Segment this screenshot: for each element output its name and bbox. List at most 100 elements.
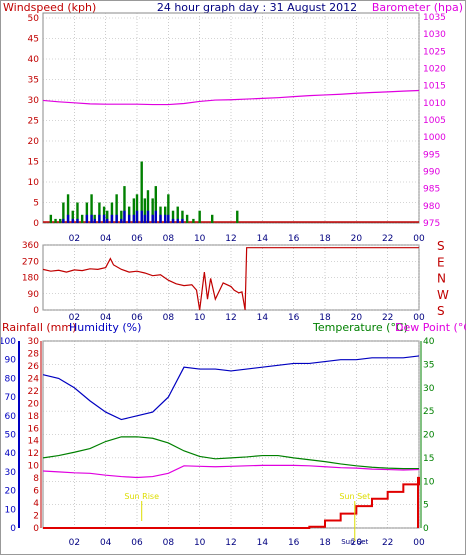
p3-x-tick-label: 20 [351, 538, 363, 548]
wind-avg-bar [181, 218, 184, 223]
baro-y-tick-label: 975 [423, 219, 440, 229]
wind-gust-bar [181, 210, 184, 223]
temp-y-tick-label: 25 [423, 407, 434, 417]
wind-gust-bar [146, 190, 150, 223]
p2-x-tick-label: 10 [194, 313, 206, 323]
wind-avg-bar [66, 214, 70, 223]
rain-y-tick-label: 12 [28, 449, 39, 459]
rain-y-tick-label: 26 [28, 362, 40, 372]
p1-x-tick-label: 22 [382, 234, 393, 244]
baro-y-tick-label: 990 [423, 168, 440, 178]
humidity-line [42, 355, 420, 421]
p1-x-tick-label: 00 [413, 234, 425, 244]
wind-avg-bar [132, 214, 136, 223]
baro-y-tick-label: 985 [423, 185, 440, 195]
direction-y-tick-label: 180 [22, 274, 39, 284]
temp-y-tick-label: 35 [423, 360, 434, 370]
wind-avg-bar [62, 218, 65, 223]
wind-avg-bar [115, 214, 118, 223]
baro-y-tick-label: 1005 [423, 116, 446, 126]
humidity-y-tick-label: 70 [5, 393, 17, 403]
rain-y-tick-label: 30 [28, 337, 40, 347]
temperature-axis-label: Temperature (°C) [312, 321, 408, 334]
wind-avg-bar [146, 210, 150, 223]
sunset-label: Sun Set [339, 492, 370, 501]
rain-y-tick-label: 16 [28, 424, 40, 434]
rain-y-tick-label: 6 [33, 487, 39, 497]
compass-label: S [437, 304, 445, 318]
wind-gust-bar [90, 194, 93, 223]
direction-y-tick-label: 270 [22, 257, 39, 267]
wind-gust-bar [140, 161, 143, 223]
wind-gust-bar [198, 210, 201, 223]
humidity-y-tick-label: 20 [5, 487, 17, 497]
wind-avg-bar [93, 218, 96, 223]
rain-y-tick-label: 0 [33, 524, 39, 534]
humidity-y-tick-label: 0 [10, 524, 16, 534]
wind-gust-bar [106, 210, 109, 223]
wind-y-tick-label: 25 [28, 117, 39, 127]
p2-x-tick-label: 12 [225, 313, 236, 323]
p3-x-tick-label: 22 [382, 538, 393, 548]
p1-x-tick-label: 20 [351, 234, 363, 244]
wind-gust-bar [151, 198, 154, 223]
p3-x-tick-label: 08 [163, 538, 175, 548]
p3-x-tick-label: 02 [69, 538, 80, 548]
direction-y-tick-label: 360 [22, 241, 39, 251]
wind-avg-bar [176, 218, 179, 223]
p1-x-tick-label: 08 [163, 234, 175, 244]
wind-y-tick-label: 0 [33, 219, 39, 229]
wind-gust-bar [176, 206, 179, 223]
humidity-y-tick-label: 90 [5, 356, 17, 366]
wind-gust-bar [171, 210, 175, 223]
p1-x-tick-label: 18 [319, 234, 331, 244]
rain-y-tick-label: 20 [28, 399, 40, 409]
wind-gust-bar [185, 214, 189, 223]
wind-avg-bar [71, 218, 74, 223]
p1-x-tick-label: 16 [288, 234, 300, 244]
temp-y-tick-label: 5 [423, 501, 429, 511]
wind-avg-bar [110, 214, 114, 223]
wind-y-tick-label: 15 [28, 158, 39, 168]
wind-avg-bar [135, 210, 139, 223]
wind-gust-bar [85, 202, 89, 223]
humidity-y-tick-label: 80 [5, 374, 17, 384]
p2-x-tick-label: 00 [413, 313, 425, 323]
p2-x-tick-label: 16 [288, 313, 300, 323]
baro-y-tick-label: 980 [423, 202, 440, 212]
p1-x-tick-label: 02 [69, 234, 80, 244]
baro-y-tick-label: 1010 [423, 99, 446, 109]
wind-avg-bar [98, 214, 101, 223]
compass-label: N [437, 272, 446, 286]
rain-y-tick-label: 28 [28, 349, 40, 359]
dewpoint-line [42, 464, 420, 479]
wind-gust-bar [59, 218, 62, 223]
compass-label: S [437, 239, 445, 253]
wind-gust-bar [62, 202, 65, 223]
wind-gust-bar [98, 202, 101, 223]
baro-y-tick-label: 1030 [423, 30, 446, 40]
wind-avg-bar [140, 210, 143, 223]
rain-y-tick-label: 4 [33, 499, 39, 509]
temp-y-tick-label: 10 [423, 477, 435, 487]
p2-x-tick-label: 18 [319, 313, 331, 323]
wind-y-tick-label: 40 [28, 55, 40, 65]
wind-gust-bar [49, 214, 53, 223]
wind-avg-bar [154, 210, 157, 223]
p1-x-tick-label: 04 [100, 234, 112, 244]
direction-y-tick-label: 90 [28, 290, 40, 300]
wind-gust-bar [236, 210, 239, 223]
wind-gust-bar [167, 194, 170, 223]
humidity-y-tick-label: 40 [5, 449, 17, 459]
chart-title: 24 hour graph day : 31 August 2012 [157, 1, 357, 14]
temp-y-tick-label: 15 [423, 454, 434, 464]
p1-x-tick-label: 06 [131, 234, 143, 244]
wind-y-tick-label: 5 [33, 199, 39, 209]
wind-gust-bar [132, 198, 136, 223]
wind-y-tick-label: 10 [28, 178, 40, 188]
rain-y-tick-label: 10 [28, 462, 40, 472]
compass-label: E [437, 255, 445, 269]
p3-x-tick-label: 16 [288, 538, 300, 548]
